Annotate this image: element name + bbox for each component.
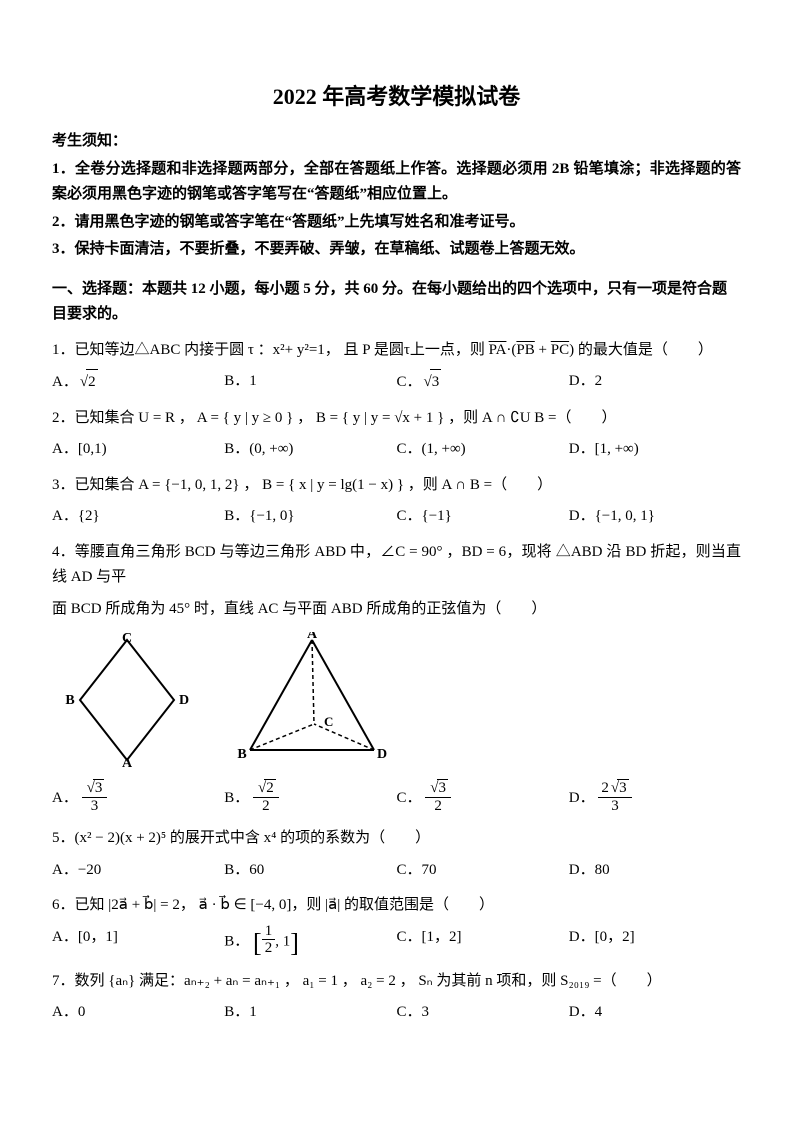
q4-figure-rhombus: C B D A <box>62 632 192 767</box>
q1-options: A．2 B．1 C．3 D．2 <box>52 369 741 396</box>
q6-stem: 6．已知 |2a⃗ + b⃗| = 2， a⃗ · b⃗ ∈ [−4, 0]，则… <box>52 893 741 919</box>
instructions-block: 考生须知： 1．全卷分选择题和非选择题两部分，全部在答题纸上作答。选择题必须用 … <box>52 129 741 263</box>
fig1-label-d: D <box>179 693 189 708</box>
q4-stem-line1: 4．等腰直角三角形 BCD 与等边三角形 ABD 中，∠C = 90° ，BD … <box>52 540 741 591</box>
q4-figure-tetra: A B D C <box>232 632 392 767</box>
fig1-label-a: A <box>122 756 133 767</box>
right-bracket-icon: ] <box>290 928 299 957</box>
question-4: 4．等腰直角三角形 BCD 与等边三角形 ABD 中，∠C = 90° ，BD … <box>52 540 741 817</box>
q5-stem: 5．(x² − 2)(x + 2)⁵ 的展开式中含 x⁴ 的项的系数为（ ） <box>52 826 741 852</box>
q7-opt-c: C．3 <box>397 1000 569 1026</box>
q1-opt-c: C．3 <box>397 369 569 396</box>
q6-opt-a: A．[0，1] <box>52 925 224 959</box>
q5-opt-d: D．80 <box>569 858 741 884</box>
q2-options: A．[0,1) B．(0, +∞) C．(1, +∞) D．[1, +∞) <box>52 437 741 463</box>
instruction-line-1: 1．全卷分选择题和非选择题两部分，全部在答题纸上作答。选择题必须用 2B 铅笔填… <box>52 157 741 208</box>
q3-opt-c: C．{−1} <box>397 504 569 530</box>
q4-opt-b: B． 22 <box>224 781 396 816</box>
frac-sqrt3-over-3: 33 <box>82 779 108 814</box>
q4-c-label: C． <box>397 790 422 806</box>
q3-stem: 3．已知集合 A = {−1, 0, 1, 2} ， B = { x | y =… <box>52 473 741 499</box>
q4-d-label: D． <box>569 790 595 806</box>
question-1: 1．已知等边△ABC 内接于圆 τ ：x²+ y²=1， 且 P 是圆τ上一点，… <box>52 338 741 396</box>
sqrt-2-icon: 2 <box>78 369 98 396</box>
q1-a-label: A． <box>52 374 78 390</box>
q1-opt-a: A．2 <box>52 369 224 396</box>
q7-opt-d: D．4 <box>569 1000 741 1026</box>
frac-sqrt3-over-2: 32 <box>425 779 451 814</box>
q4-stem-line2: 面 BCD 所成角为 45° 时，直线 AC 与平面 ABD 所成角的正弦值为（… <box>52 597 741 623</box>
fig2-label-c: C <box>324 714 333 729</box>
fig2-label-a: A <box>307 632 318 642</box>
q3-opt-a: A．{2} <box>52 504 224 530</box>
q2-opt-c: C．(1, +∞) <box>397 437 569 463</box>
fig2-label-d: D <box>377 747 387 762</box>
q1-stem-pre: 1．已知等边△ABC 内接于圆 τ ：x²+ y²=1， 且 P 是圆τ上一点，… <box>52 342 489 358</box>
q6-opt-d: D．[0，2] <box>569 925 741 959</box>
q6-opt-c: C．[1，2] <box>397 925 569 959</box>
sqrt-3-icon: 3 <box>422 369 442 396</box>
q2-stem: 2．已知集合 U = R ， A = { y | y ≥ 0 } ， B = {… <box>52 406 741 432</box>
exam-title: 2022 年高考数学模拟试卷 <box>52 78 741 115</box>
q7-opt-b: B．1 <box>224 1000 396 1026</box>
q3-opt-d: D．{−1, 0, 1} <box>569 504 741 530</box>
section-1-heading: 一、选择题：本题共 12 小题，每小题 5 分，共 60 分。在每小题给出的四个… <box>52 277 741 328</box>
q5-opt-b: B．60 <box>224 858 396 884</box>
q7-options: A．0 B．1 C．3 D．4 <box>52 1000 741 1026</box>
q4-a-label: A． <box>52 790 78 806</box>
q4-options: A． 33 B． 22 C． 32 D． 233 <box>52 781 741 816</box>
q6-options: A．[0，1] B． [12, 1] C．[1，2] D．[0，2] <box>52 925 741 959</box>
frac-2sqrt3-over-3: 233 <box>598 779 631 814</box>
question-6: 6．已知 |2a⃗ + b⃗| = 2， a⃗ · b⃗ ∈ [−4, 0]，则… <box>52 893 741 959</box>
instructions-heading: 考生须知： <box>52 129 741 155</box>
q1-stem: 1．已知等边△ABC 内接于圆 τ ：x²+ y²=1， 且 P 是圆τ上一点，… <box>52 338 741 364</box>
q5-options: A．−20 B．60 C．70 D．80 <box>52 858 741 884</box>
q1-c-label: C． <box>397 374 422 390</box>
instruction-line-3: 3．保持卡面清洁，不要折叠，不要弄破、弄皱，在草稿纸、试题卷上答题无效。 <box>52 237 741 263</box>
frac-sqrt2-over-2: 22 <box>253 779 279 814</box>
q7-stem: 7．数列 {aₙ} 满足：aₙ₊₂ + aₙ = aₙ₊₁ ， a₁ = 1 ，… <box>52 969 741 995</box>
fig2-label-b: B <box>237 747 246 762</box>
question-7: 7．数列 {aₙ} 满足：aₙ₊₂ + aₙ = aₙ₊₁ ， a₁ = 1 ，… <box>52 969 741 1026</box>
q2-opt-d: D．[1, +∞) <box>569 437 741 463</box>
q1-opt-d: D．2 <box>569 369 741 396</box>
question-5: 5．(x² − 2)(x + 2)⁵ 的展开式中含 x⁴ 的项的系数为（ ） A… <box>52 826 741 883</box>
q4-opt-d: D． 233 <box>569 781 741 816</box>
left-bracket-icon: [ <box>253 928 262 957</box>
fig1-label-c: C <box>122 632 132 646</box>
q2-opt-b: B．(0, +∞) <box>224 437 396 463</box>
q5-opt-a: A．−20 <box>52 858 224 884</box>
q7-opt-a: A．0 <box>52 1000 224 1026</box>
question-2: 2．已知集合 U = R ， A = { y | y ≥ 0 } ， B = {… <box>52 406 741 463</box>
q3-opt-b: B．{−1, 0} <box>224 504 396 530</box>
q4-b-label: B． <box>224 790 249 806</box>
q1-opt-b: B．1 <box>224 369 396 396</box>
q5-opt-c: C．70 <box>397 858 569 884</box>
q2-opt-a: A．[0,1) <box>52 437 224 463</box>
q1-stem-post: 的最大值是（ ） <box>578 342 713 358</box>
q4-figures: C B D A A B D C <box>62 632 741 767</box>
q3-options: A．{2} B．{−1, 0} C．{−1} D．{−1, 0, 1} <box>52 504 741 530</box>
frac-1-over-2: 12 <box>262 923 276 957</box>
q6-b-label: B． <box>224 933 249 949</box>
instruction-line-2: 2．请用黑色字迹的钢笔或答字笔在“答题纸”上先填写姓名和准考证号。 <box>52 210 741 236</box>
question-3: 3．已知集合 A = {−1, 0, 1, 2} ， B = { x | y =… <box>52 473 741 530</box>
q4-opt-a: A． 33 <box>52 781 224 816</box>
q1-vector-expr: PA·(PB + PC) <box>489 342 575 358</box>
fig1-label-b: B <box>65 693 74 708</box>
q4-opt-c: C． 32 <box>397 781 569 816</box>
q6-opt-b: B． [12, 1] <box>224 925 396 959</box>
